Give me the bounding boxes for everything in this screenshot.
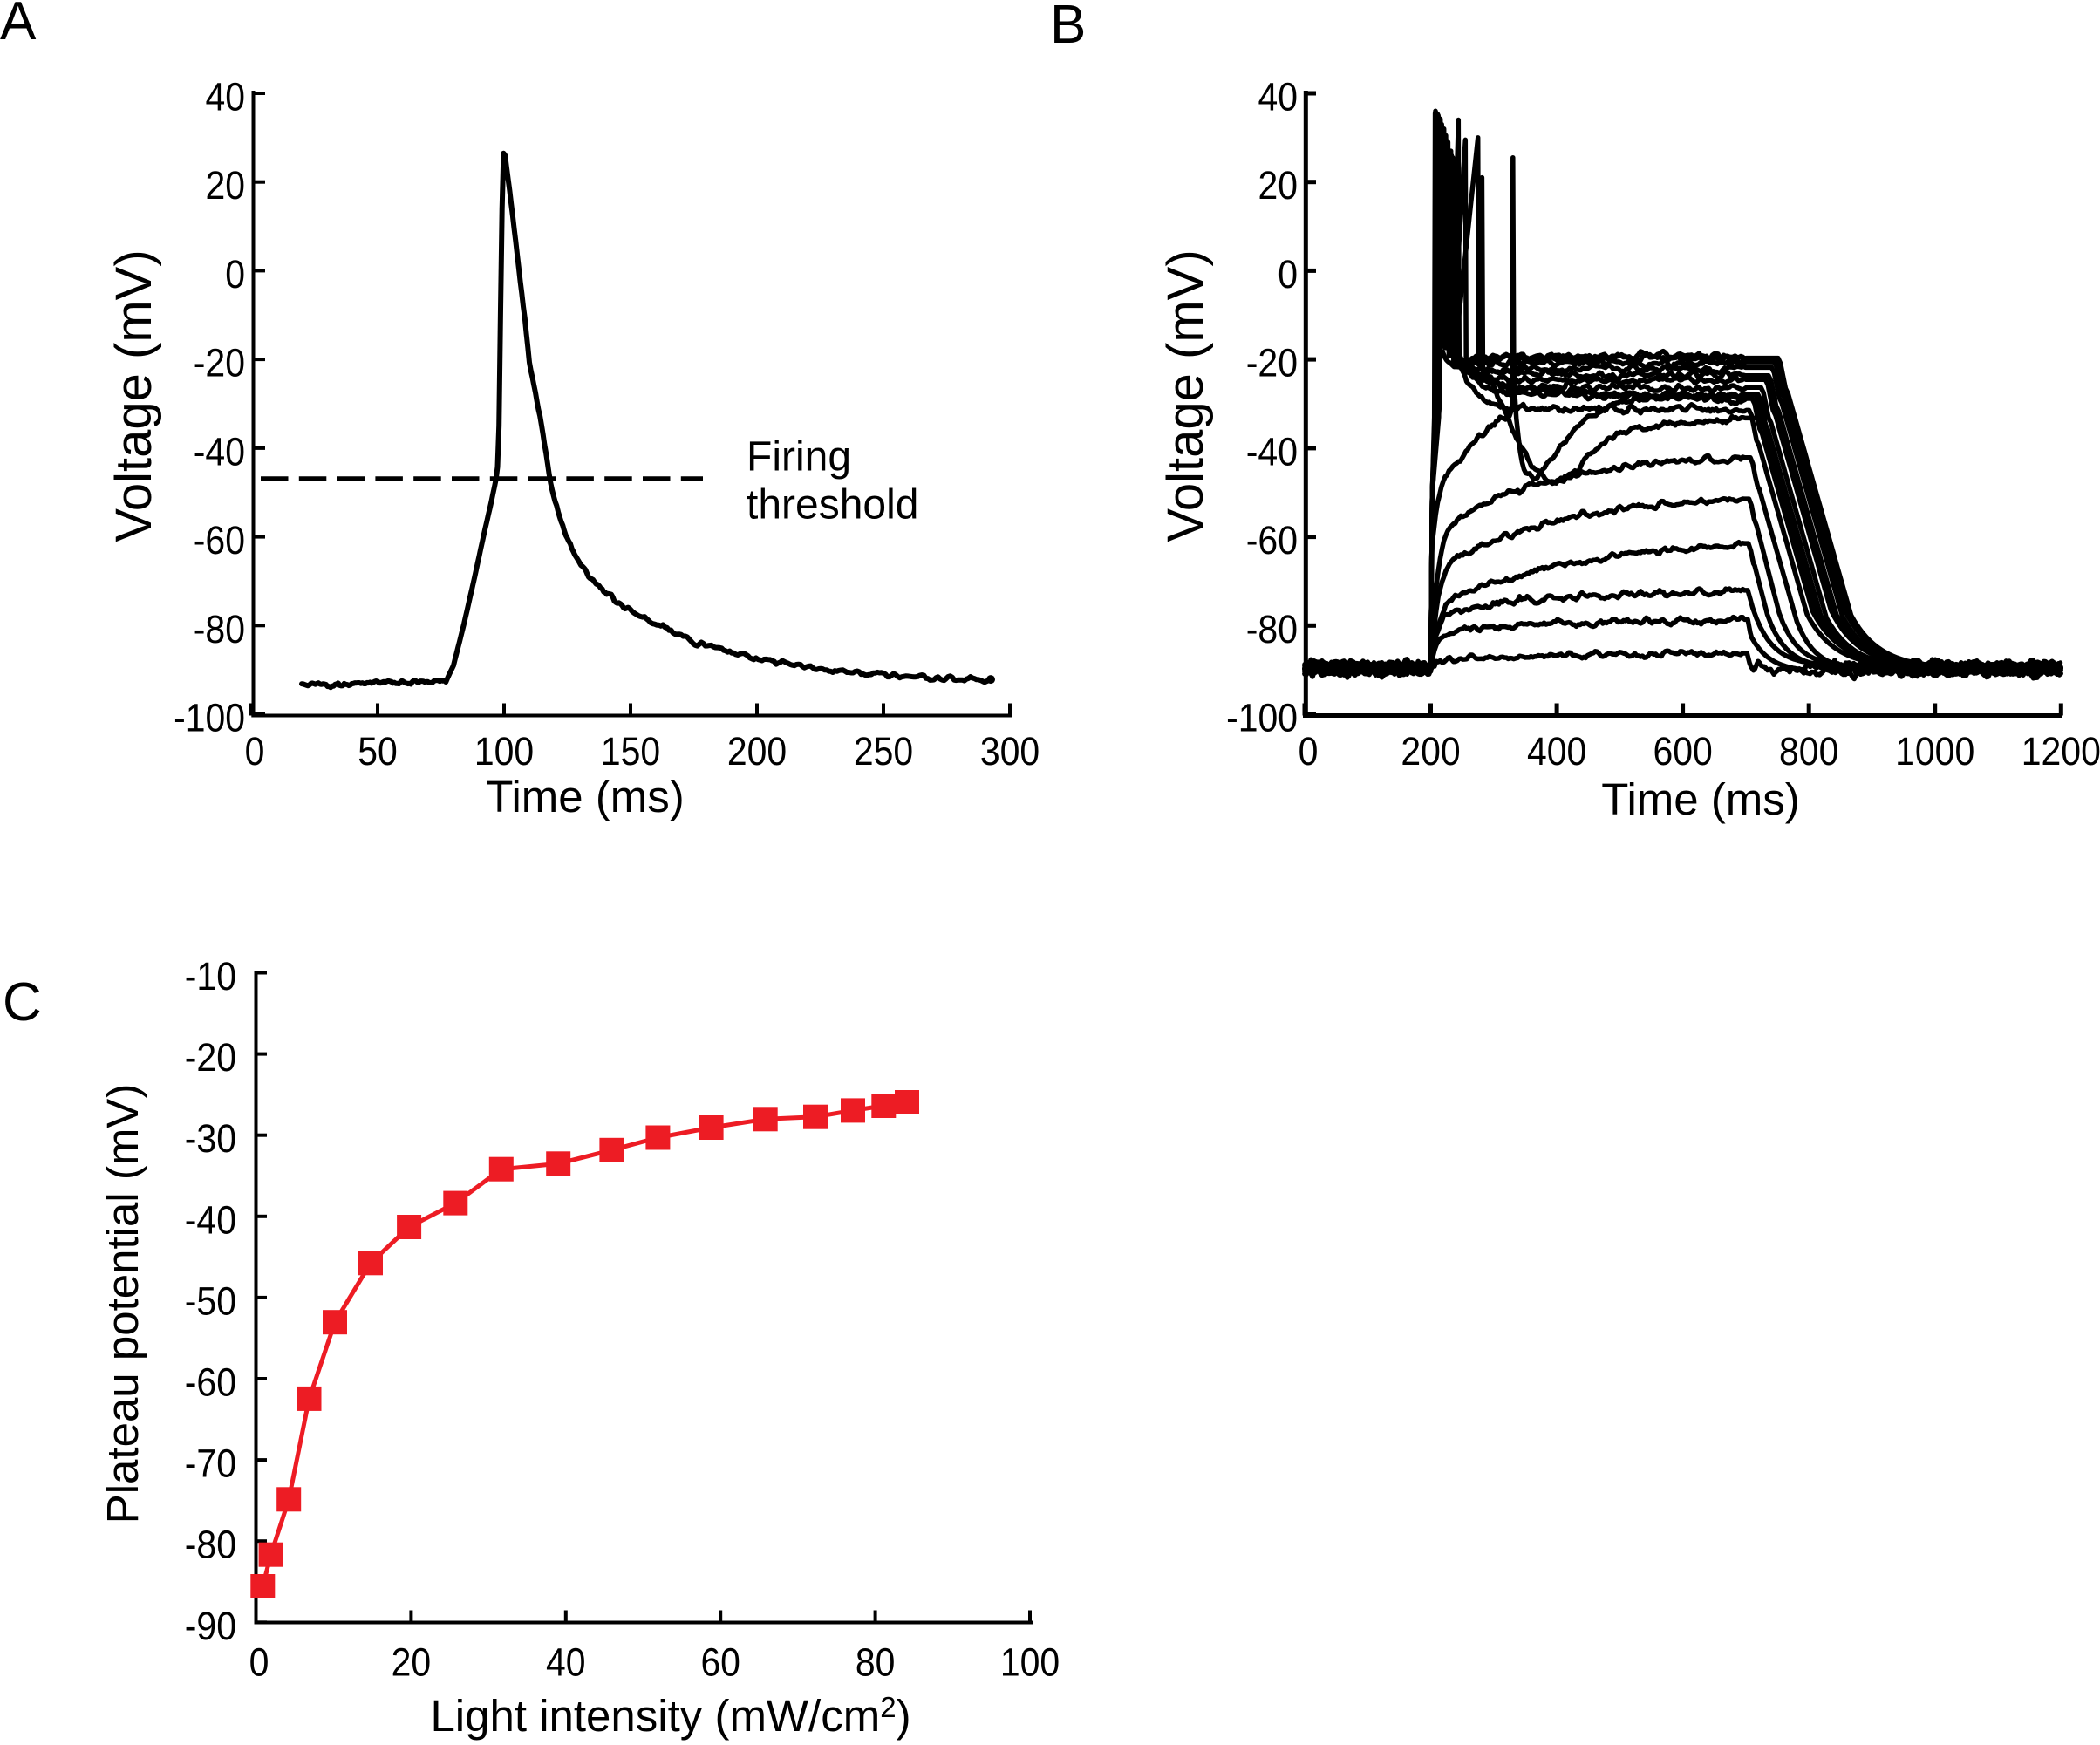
svg-text:200: 200 xyxy=(727,729,787,774)
svg-text:-50: -50 xyxy=(185,1278,236,1323)
svg-text:600: 600 xyxy=(1653,729,1712,774)
svg-text:-40: -40 xyxy=(185,1197,236,1242)
svg-text:Light intensity (mW/cm2): Light intensity (mW/cm2) xyxy=(430,1691,910,1741)
svg-text:-40: -40 xyxy=(1246,429,1298,474)
svg-text:threshold: threshold xyxy=(747,482,918,528)
svg-text:1000: 1000 xyxy=(1895,729,1974,774)
svg-text:-80: -80 xyxy=(194,607,245,651)
svg-text:40: 40 xyxy=(1258,75,1299,119)
svg-text:Plateau potential (mV): Plateau potential (mV) xyxy=(98,1084,147,1524)
svg-text:-40: -40 xyxy=(194,429,245,474)
svg-text:50: 50 xyxy=(358,729,398,774)
svg-text:-100: -100 xyxy=(1226,696,1298,740)
svg-text:-20: -20 xyxy=(185,1035,236,1080)
svg-text:60: 60 xyxy=(700,1640,740,1685)
svg-text:-60: -60 xyxy=(1246,518,1298,562)
svg-text:100: 100 xyxy=(474,729,534,774)
svg-text:100: 100 xyxy=(1000,1640,1060,1685)
svg-text:Voltage (mV): Voltage (mV) xyxy=(1157,249,1214,542)
svg-text:-70: -70 xyxy=(185,1442,236,1486)
svg-text:250: 250 xyxy=(854,729,913,774)
svg-text:0: 0 xyxy=(1299,729,1319,774)
svg-text:Time (ms): Time (ms) xyxy=(486,772,685,821)
svg-text:0: 0 xyxy=(1278,252,1298,297)
svg-text:-60: -60 xyxy=(194,518,245,562)
svg-text:Firing: Firing xyxy=(747,434,851,481)
svg-text:A: A xyxy=(0,0,37,51)
svg-text:-100: -100 xyxy=(174,696,245,740)
svg-text:40: 40 xyxy=(206,75,246,119)
svg-text:0: 0 xyxy=(225,252,245,297)
svg-text:B: B xyxy=(1050,0,1086,55)
svg-text:1200: 1200 xyxy=(2022,729,2100,774)
svg-text:C: C xyxy=(3,972,42,1033)
svg-text:20: 20 xyxy=(1258,163,1299,208)
svg-text:0: 0 xyxy=(249,1640,269,1685)
svg-text:-60: -60 xyxy=(185,1360,236,1405)
svg-text:20: 20 xyxy=(392,1640,432,1685)
svg-text:Time (ms): Time (ms) xyxy=(1601,774,1800,824)
svg-text:Voltage (mV): Voltage (mV) xyxy=(106,249,162,542)
svg-text:20: 20 xyxy=(206,163,246,208)
svg-text:-10: -10 xyxy=(185,954,236,999)
svg-text:300: 300 xyxy=(980,729,1040,774)
svg-text:150: 150 xyxy=(601,729,660,774)
svg-text:200: 200 xyxy=(1401,729,1460,774)
svg-text:80: 80 xyxy=(856,1640,896,1685)
svg-text:-20: -20 xyxy=(194,341,245,385)
svg-text:400: 400 xyxy=(1527,729,1586,774)
svg-text:-80: -80 xyxy=(185,1523,236,1567)
svg-text:0: 0 xyxy=(245,729,265,774)
svg-text:800: 800 xyxy=(1779,729,1838,774)
svg-text:-20: -20 xyxy=(1246,341,1298,385)
svg-text:40: 40 xyxy=(546,1640,586,1685)
svg-text:-90: -90 xyxy=(185,1604,236,1648)
svg-text:-80: -80 xyxy=(1246,607,1298,651)
svg-text:-30: -30 xyxy=(185,1116,236,1161)
